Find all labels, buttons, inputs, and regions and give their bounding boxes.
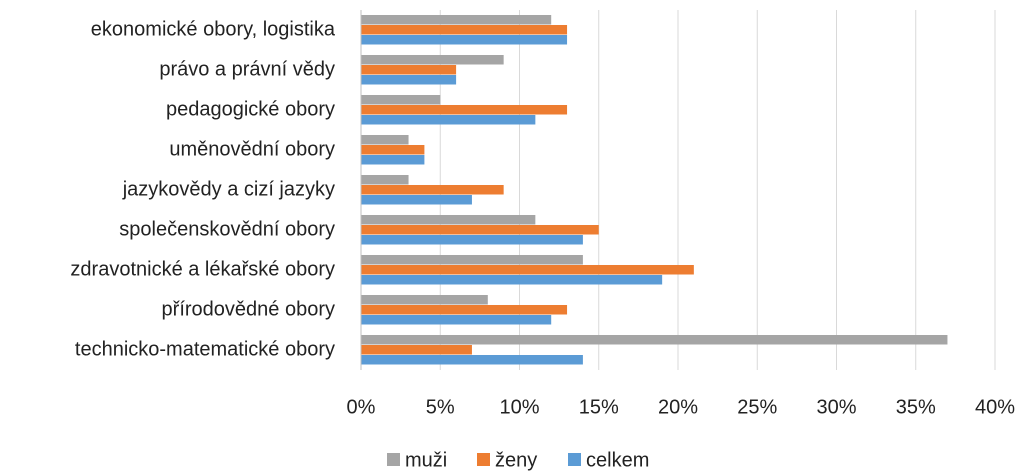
bar <box>361 115 536 125</box>
x-tick-label: 15% <box>579 396 619 418</box>
y-tick-label: jazykovědy a cizí jazyky <box>122 178 335 200</box>
y-tick-label: právo a právní vědy <box>159 58 335 80</box>
x-tick-label: 0% <box>347 396 376 418</box>
y-tick-label: uměnovědní obory <box>169 138 335 160</box>
bar <box>361 185 504 195</box>
bar <box>361 105 568 115</box>
legend-swatch <box>568 453 581 466</box>
y-tick-label: přírodovědné obory <box>162 298 335 320</box>
bar <box>361 235 583 245</box>
y-tick-label: technicko-matematické obory <box>75 338 335 360</box>
x-tick-label: 5% <box>426 396 455 418</box>
bar <box>361 215 536 225</box>
bar <box>361 175 409 185</box>
bar <box>361 335 948 345</box>
bar <box>361 275 663 285</box>
bar <box>361 345 472 355</box>
x-tick-label: 20% <box>658 396 698 418</box>
bar <box>361 265 694 275</box>
bar <box>361 75 457 85</box>
legend-swatch <box>477 453 490 466</box>
bar <box>361 15 552 25</box>
bar <box>361 195 472 205</box>
x-tick-label: 40% <box>975 396 1015 418</box>
bar <box>361 25 568 35</box>
bar <box>361 355 583 365</box>
bar <box>361 65 457 75</box>
y-tick-label: zdravotnické a lékařské obory <box>70 258 335 280</box>
legend-swatch <box>387 453 400 466</box>
legend-label: ženy <box>495 449 537 471</box>
bar <box>361 155 425 165</box>
legend-label: muži <box>405 449 447 471</box>
y-tick-label: pedagogické obory <box>166 98 335 120</box>
bar <box>361 225 599 235</box>
bar <box>361 305 568 315</box>
x-tick-label: 25% <box>737 396 777 418</box>
y-tick-label: společenskovědní obory <box>119 218 335 240</box>
y-tick-label: ekonomické obory, logistika <box>91 18 336 40</box>
bar <box>361 295 488 305</box>
bar <box>361 95 441 105</box>
x-tick-label: 10% <box>499 396 539 418</box>
x-tick-label: 30% <box>816 396 856 418</box>
bar <box>361 315 552 325</box>
bar <box>361 55 504 65</box>
bar <box>361 135 409 145</box>
bar <box>361 255 583 265</box>
legend-label: celkem <box>586 449 649 471</box>
bar <box>361 145 425 155</box>
x-tick-label: 35% <box>896 396 936 418</box>
bar <box>361 35 568 45</box>
